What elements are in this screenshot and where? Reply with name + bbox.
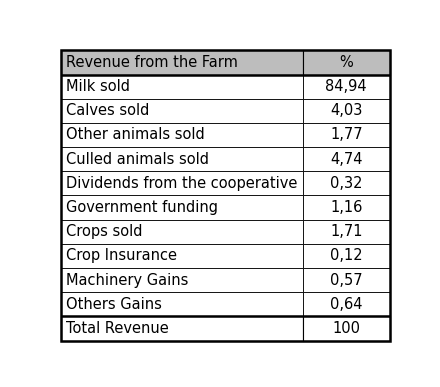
Text: Milk sold: Milk sold (66, 79, 130, 94)
Text: 4,03: 4,03 (330, 103, 363, 118)
Text: Crops sold: Crops sold (66, 224, 143, 239)
Bar (61, 123, 303, 147)
Text: 0,64: 0,64 (330, 297, 363, 312)
Bar (61, 268, 303, 292)
Bar (303, 268, 390, 292)
Text: Calves sold: Calves sold (66, 103, 150, 118)
Text: 1,77: 1,77 (330, 127, 363, 142)
Text: 84,94: 84,94 (326, 79, 367, 94)
Bar (303, 99, 390, 123)
Bar (303, 75, 390, 99)
Bar (61, 316, 303, 341)
Bar (61, 219, 303, 244)
Text: Dividends from the cooperative: Dividends from the cooperative (66, 176, 297, 191)
Bar (303, 171, 390, 195)
Bar (61, 75, 303, 99)
Text: 0,57: 0,57 (330, 272, 363, 288)
Bar (61, 195, 303, 219)
Bar (303, 292, 390, 316)
Text: 1,71: 1,71 (330, 224, 363, 239)
Text: 0,32: 0,32 (330, 176, 363, 191)
Bar (303, 195, 390, 219)
Text: Machinery Gains: Machinery Gains (66, 272, 189, 288)
Text: Others Gains: Others Gains (66, 297, 162, 312)
Bar (303, 123, 390, 147)
Bar (61, 99, 303, 123)
Text: Crop Insurance: Crop Insurance (66, 248, 177, 264)
Text: Total Revenue: Total Revenue (66, 321, 169, 336)
Text: 0,12: 0,12 (330, 248, 363, 264)
Bar (61, 50, 303, 75)
Text: Government funding: Government funding (66, 200, 218, 215)
Text: %: % (339, 55, 353, 70)
Bar (61, 147, 303, 171)
Bar (61, 171, 303, 195)
Bar (303, 219, 390, 244)
Bar (303, 244, 390, 268)
Text: Revenue from the Farm: Revenue from the Farm (66, 55, 238, 70)
Bar (61, 292, 303, 316)
Bar (303, 316, 390, 341)
Bar (61, 244, 303, 268)
Text: Culled animals sold: Culled animals sold (66, 152, 209, 167)
Bar (303, 50, 390, 75)
Text: 4,74: 4,74 (330, 152, 363, 167)
Bar (303, 147, 390, 171)
Text: Other animals sold: Other animals sold (66, 127, 205, 142)
Text: 1,16: 1,16 (330, 200, 363, 215)
Text: 100: 100 (332, 321, 360, 336)
